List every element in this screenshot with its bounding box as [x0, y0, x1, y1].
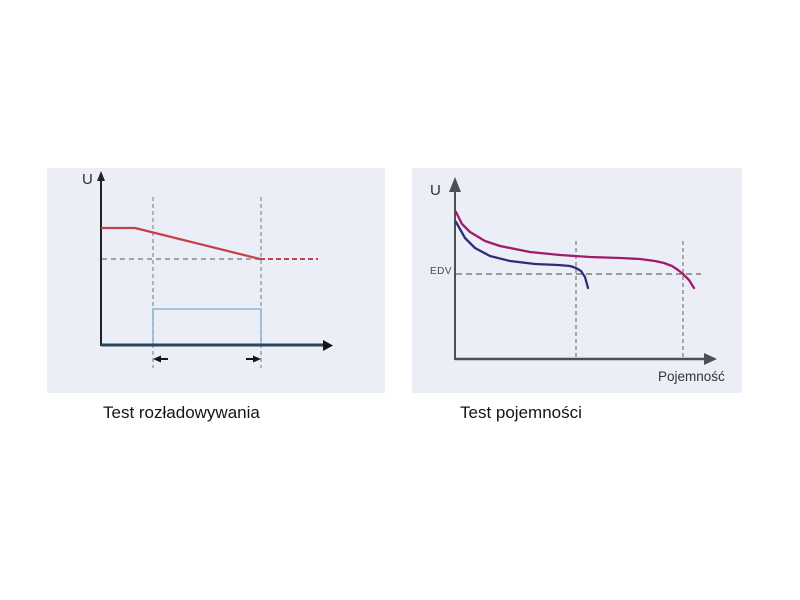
caption-capacity-test: Test pojemności: [460, 403, 582, 422]
discharge-test-panel: [47, 168, 385, 393]
interval-arrow-left-head: [153, 355, 161, 363]
x-axis-arrowhead: [323, 340, 333, 351]
voltage-line: [100, 226, 262, 261]
caption-discharge-test: Test rozładowywania: [103, 403, 260, 422]
capacity-curve-high: [454, 210, 696, 290]
capacity-test-panel: [412, 168, 742, 393]
x-axis-arrowhead: [704, 353, 717, 365]
right-y-axis-label: U: [430, 182, 441, 199]
right-x-axis-label: Pojemność: [658, 369, 725, 384]
left-y-axis-label: U: [82, 171, 93, 188]
y-axis-arrowhead: [449, 177, 461, 192]
interval-arrow-right-head: [253, 355, 261, 363]
y-axis-arrowhead: [97, 171, 105, 181]
discharge-test-chart: [97, 171, 333, 368]
current-pulse-rect: [152, 308, 262, 346]
capacity-curve-low: [454, 220, 590, 290]
capacity-test-chart: [449, 177, 717, 365]
edv-level-label: EDV: [430, 266, 453, 277]
